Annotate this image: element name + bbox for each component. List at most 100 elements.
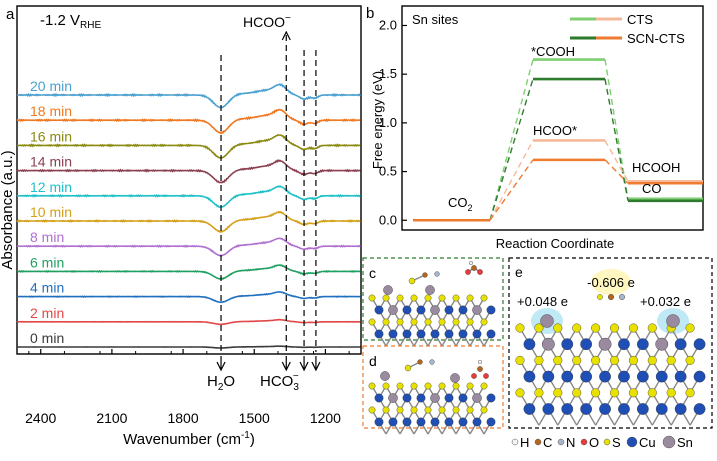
atom-c: [477, 366, 483, 372]
atom-cu: [416, 329, 426, 339]
series-label: 18 min: [30, 103, 72, 119]
atom-s: [382, 382, 390, 390]
band-arrow: [311, 361, 321, 372]
atom-cu: [523, 370, 536, 383]
atom-cu: [693, 370, 706, 383]
legend-atom-sn-icon: [662, 435, 676, 449]
legend: CTS SCN-CTS: [570, 12, 685, 46]
y-axis-ticks: 0.0 0.5 1.0 1.5 2.0: [379, 17, 407, 227]
atom-cu: [486, 305, 496, 315]
atom-s: [628, 323, 638, 333]
structure-d: [368, 359, 496, 435]
atom-s: [666, 388, 676, 398]
atom-s: [647, 323, 657, 333]
atom-s: [410, 294, 418, 302]
series-line: [16, 264, 361, 281]
panel-b-subtitle: Sn sites: [412, 12, 459, 27]
series-label: 20 min: [30, 78, 72, 94]
panel-a: a -1.2 VRHE HCOO− 0 min 2 min 4 min 6 min 8 …: [0, 5, 362, 448]
structure-c: [368, 261, 496, 347]
atom-c: [422, 272, 428, 278]
atom-cu: [523, 403, 536, 415]
atom-cu: [458, 305, 468, 315]
atom-o: [471, 373, 477, 379]
atom-cu: [693, 403, 706, 415]
atom-cu: [655, 370, 668, 383]
atom-cu: [402, 305, 412, 315]
atom-s: [591, 388, 601, 398]
panel-a-axes-frame: [16, 5, 362, 355]
atom-s: [597, 294, 603, 300]
series-label: 10 min: [30, 204, 72, 220]
atom-s: [553, 355, 563, 365]
spectra-curves: [16, 83, 362, 349]
atom-sn: [430, 305, 440, 315]
panel-a-label: a: [6, 6, 15, 23]
legend-atom-label: S: [612, 435, 621, 450]
atom-s: [515, 355, 525, 365]
atom-s: [685, 323, 695, 333]
atom-s: [647, 355, 657, 365]
state-co2-label: CO2: [448, 195, 473, 213]
band-arrow: [216, 361, 226, 372]
x-tick-label: 2400: [25, 410, 56, 426]
atom-s: [572, 388, 582, 398]
atom-cu: [430, 329, 440, 339]
atom-cu: [472, 417, 482, 427]
atom-s: [424, 318, 432, 326]
atom-s: [368, 382, 376, 390]
atom-c: [608, 294, 615, 301]
series-label: 4 min: [30, 280, 64, 296]
atom-s: [685, 388, 695, 398]
atom-s: [628, 355, 638, 365]
atom-sn: [425, 285, 435, 295]
atom-s: [647, 388, 657, 398]
y-axis-title: Free energy (eV): [370, 71, 385, 169]
legend-atom-label: O: [589, 435, 599, 450]
atom-sn: [655, 337, 669, 351]
atom-s: [368, 318, 376, 326]
series-line: [16, 134, 361, 159]
atom-s: [591, 355, 601, 365]
panel-e-frame: [508, 257, 713, 429]
atom-s: [628, 388, 638, 398]
band-marker-lines: [216, 30, 321, 372]
panel-e-label: e: [515, 264, 523, 280]
legend-atom-h-icon: [511, 438, 519, 446]
atom-cu: [458, 417, 468, 427]
series-line: [17, 345, 361, 349]
atom-s: [591, 323, 601, 333]
state-hcooh-label: HCOOH: [632, 160, 680, 175]
atom-s: [452, 294, 460, 302]
transition-line: [489, 140, 534, 221]
atom-s: [438, 406, 446, 414]
structure-e: [515, 294, 706, 426]
atom-s: [424, 382, 432, 390]
atom-sn: [472, 393, 482, 403]
series-label: 0 min: [30, 330, 64, 346]
series-label: 8 min: [30, 229, 64, 245]
atom-cu: [561, 338, 574, 351]
series-line: [16, 159, 361, 184]
atom-h: [478, 360, 483, 365]
atom-s: [424, 406, 432, 414]
atom-cu: [402, 393, 412, 403]
series-line: [16, 108, 361, 135]
atom-legend: H C N O S Cu Sn: [511, 435, 693, 450]
atom-cu: [542, 403, 555, 415]
y-tick-label: 0.0: [379, 212, 397, 227]
atom-cu: [374, 393, 384, 403]
atom-s: [382, 294, 390, 302]
atom-s: [480, 318, 488, 326]
legend-atom-cu-icon: [626, 436, 638, 448]
atom-s: [553, 323, 563, 333]
atom-cu: [374, 329, 384, 339]
atom-cu: [444, 305, 454, 315]
atom-s: [396, 382, 404, 390]
atom-s: [466, 318, 474, 326]
atom-n: [429, 359, 435, 365]
series-labels: 0 min 2 min 4 min 6 min 8 min 10 min 12 min 14 …: [30, 78, 72, 346]
atom-s: [534, 355, 544, 365]
x-axis-ticks: 2400 2100 1800 1500 1200: [25, 349, 350, 426]
